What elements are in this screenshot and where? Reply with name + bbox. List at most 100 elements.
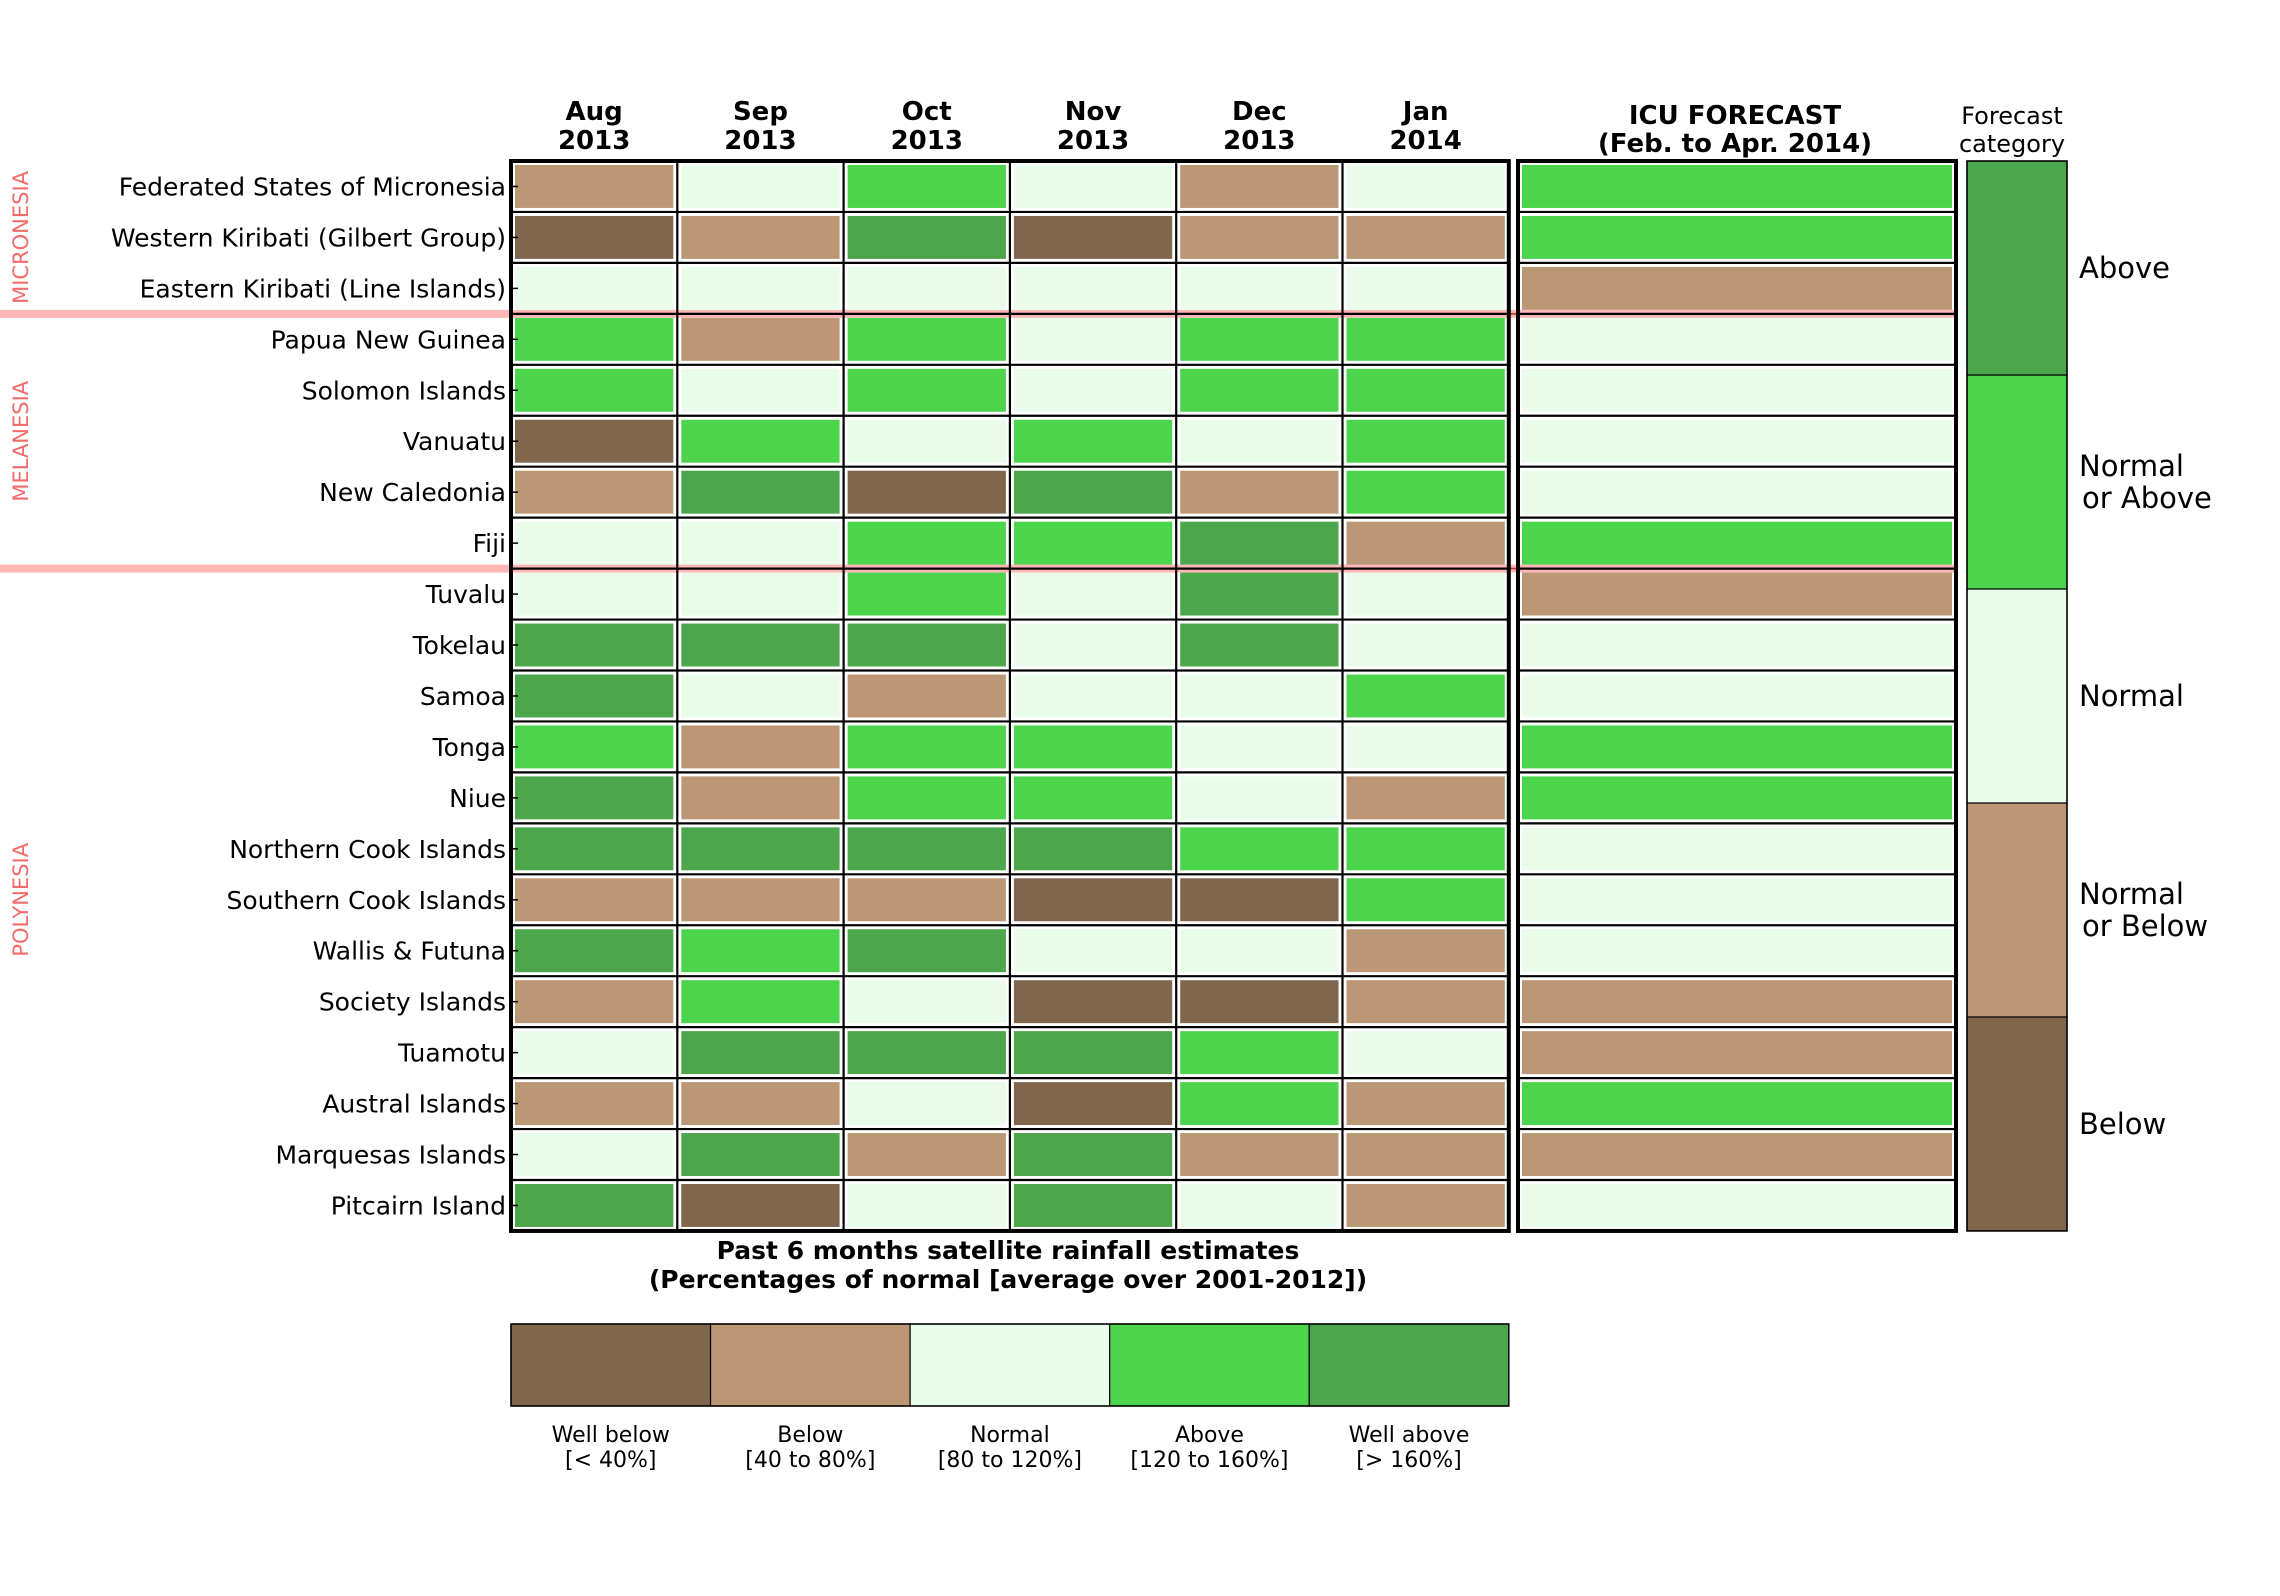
rainfall-legend-swatch-below: [709, 1323, 911, 1407]
cell-southern-cook-islands-dec: [1180, 878, 1339, 922]
rainfall-legend-swatch-well-above: [1308, 1323, 1510, 1407]
year-header-nov: 2013: [1057, 126, 1129, 156]
cell-eastern-kiribati-line-islands-nov: [1013, 266, 1173, 310]
rainfall-legend-label-well-above: Well above: [1349, 1423, 1470, 1448]
cell-new-caledonia-oct: [847, 470, 1006, 514]
row-label-fiji: Fiji: [473, 529, 506, 558]
rainfall-legend-swatch-normal: [909, 1323, 1111, 1407]
cell-tuamotu-jan: [1346, 1031, 1505, 1075]
row-label-tonga: Tonga: [432, 733, 506, 762]
cell-samoa-dec: [1180, 674, 1339, 718]
cell-pitcairn-island-aug: [515, 1184, 674, 1227]
forecast-cell-tonga: [1522, 725, 1952, 769]
forecast-legend-label-normal-or-below-0: Normal: [2079, 877, 2184, 911]
cell-niue-dec: [1180, 776, 1339, 820]
cell-austral-islands-oct: [847, 1082, 1006, 1126]
cell-vanuatu-jan: [1346, 419, 1505, 463]
forecast-cell-new-caledonia: [1522, 470, 1952, 514]
cell-marquesas-islands-oct: [847, 1133, 1006, 1176]
cell-pitcairn-island-oct: [847, 1184, 1006, 1227]
forecast-legend-swatch-normal-or-above: [1966, 374, 2068, 590]
row-label-vanuatu: Vanuatu: [403, 427, 506, 456]
cell-tonga-oct: [847, 725, 1006, 769]
cell-society-islands-sep: [681, 980, 840, 1024]
cell-new-caledonia-sep: [681, 470, 840, 514]
row-label-eastern-kiribati-line-islands: Eastern Kiribati (Line Islands): [140, 274, 506, 303]
forecast-cell-tokelau: [1522, 623, 1952, 667]
cell-tuamotu-dec: [1180, 1031, 1339, 1075]
forecast-header-period: (Feb. to Apr. 2014): [1598, 129, 1872, 159]
cell-papua-new-guinea-jan: [1346, 317, 1505, 361]
forecast-legend-label-normal-or-above-0: Normal: [2079, 449, 2184, 483]
cell-wallis-futuna-nov: [1013, 929, 1173, 973]
rainfall-legend: Well below[< 40%]Below[40 to 80%]Normal[…: [510, 1323, 1510, 1473]
cell-northern-cook-islands-sep: [681, 827, 840, 871]
cell-western-kiribati-gilbert-group-aug: [515, 215, 674, 259]
cell-tonga-dec: [1180, 725, 1339, 769]
cell-eastern-kiribati-line-islands-jan: [1346, 266, 1505, 310]
rainfall-legend-frame: [510, 1323, 1510, 1407]
rainfall-legend-range-well-below: [< 40%]: [565, 1448, 657, 1473]
row-label-society-islands: Society Islands: [319, 988, 506, 1017]
cell-tonga-jan: [1346, 725, 1505, 769]
forecast-frame: [1516, 159, 1958, 1233]
forecast-cell-western-kiribati-gilbert-group: [1522, 215, 1952, 259]
forecast-legend-swatch-below: [1966, 1016, 2068, 1232]
cell-pitcairn-island-jan: [1346, 1184, 1505, 1227]
forecast-cell-eastern-kiribati-line-islands: [1522, 266, 1952, 310]
forecast-cell-wallis-futuna: [1522, 929, 1952, 973]
cell-tuamotu-oct: [847, 1031, 1006, 1075]
cell-tuamotu-nov: [1013, 1031, 1173, 1075]
cell-western-kiribati-gilbert-group-sep: [681, 215, 840, 259]
rainfall-legend-range-above: [120 to 160%]: [1130, 1448, 1288, 1473]
cell-vanuatu-nov: [1013, 419, 1173, 463]
cell-pitcairn-island-nov: [1013, 1184, 1173, 1227]
chart-title: Past 6 months satellite rainfall estimat…: [717, 1236, 1300, 1265]
cell-tuamotu-sep: [681, 1031, 840, 1075]
cell-vanuatu-dec: [1180, 419, 1339, 463]
cell-western-kiribati-gilbert-group-nov: [1013, 215, 1173, 259]
cell-southern-cook-islands-sep: [681, 878, 840, 922]
cell-northern-cook-islands-oct: [847, 827, 1006, 871]
row-labels: Federated States of Micronesia Western Ki…: [111, 172, 506, 1220]
forecast-header-title: ICU FORECAST: [1629, 101, 1841, 131]
cell-niue-aug: [515, 776, 674, 820]
forecast-cell-austral-islands: [1522, 1082, 1952, 1126]
rainfall-legend-label-normal: Normal: [970, 1423, 1050, 1448]
cell-new-caledonia-nov: [1013, 470, 1173, 514]
forecast-cell-marquesas-islands: [1522, 1133, 1952, 1176]
rainfall-legend-range-below: [40 to 80%]: [745, 1448, 875, 1473]
row-label-samoa: Samoa: [420, 682, 506, 711]
region-label-micronesia: MICRONESIA: [9, 170, 33, 304]
cell-austral-islands-jan: [1346, 1082, 1505, 1126]
forecast-legend-swatch-above: [1966, 160, 2068, 376]
cell-samoa-oct: [847, 674, 1006, 718]
year-header-aug: 2013: [558, 126, 630, 156]
cell-samoa-nov: [1013, 674, 1173, 718]
cell-marquesas-islands-sep: [681, 1133, 840, 1176]
cell-western-kiribati-gilbert-group-oct: [847, 215, 1006, 259]
cell-new-caledonia-aug: [515, 470, 674, 514]
region-labels: MICRONESIA MELANESIA POLYNESIA: [9, 170, 33, 956]
cell-eastern-kiribati-line-islands-dec: [1180, 266, 1339, 310]
forecast-category-title-line-2: category: [1959, 130, 2065, 158]
cell-papua-new-guinea-nov: [1013, 317, 1173, 361]
grid-frames: [509, 159, 1958, 1233]
cell-tuvalu-dec: [1180, 572, 1339, 616]
cell-samoa-aug: [515, 674, 674, 718]
cell-western-kiribati-gilbert-group-jan: [1346, 215, 1505, 259]
cell-solomon-islands-dec: [1180, 368, 1339, 412]
cell-solomon-islands-oct: [847, 368, 1006, 412]
cell-fiji-nov: [1013, 521, 1173, 565]
forecast-legend-swatch-normal-or-below: [1966, 802, 2068, 1018]
forecast-cell-tuvalu: [1522, 572, 1952, 616]
cell-vanuatu-sep: [681, 419, 840, 463]
cell-northern-cook-islands-dec: [1180, 827, 1339, 871]
cell-vanuatu-aug: [515, 419, 674, 463]
month-header-aug: Aug: [566, 97, 623, 127]
cell-tuvalu-sep: [681, 572, 840, 616]
cell-marquesas-islands-jan: [1346, 1133, 1505, 1176]
cell-federated-states-of-micronesia-aug: [515, 165, 674, 208]
